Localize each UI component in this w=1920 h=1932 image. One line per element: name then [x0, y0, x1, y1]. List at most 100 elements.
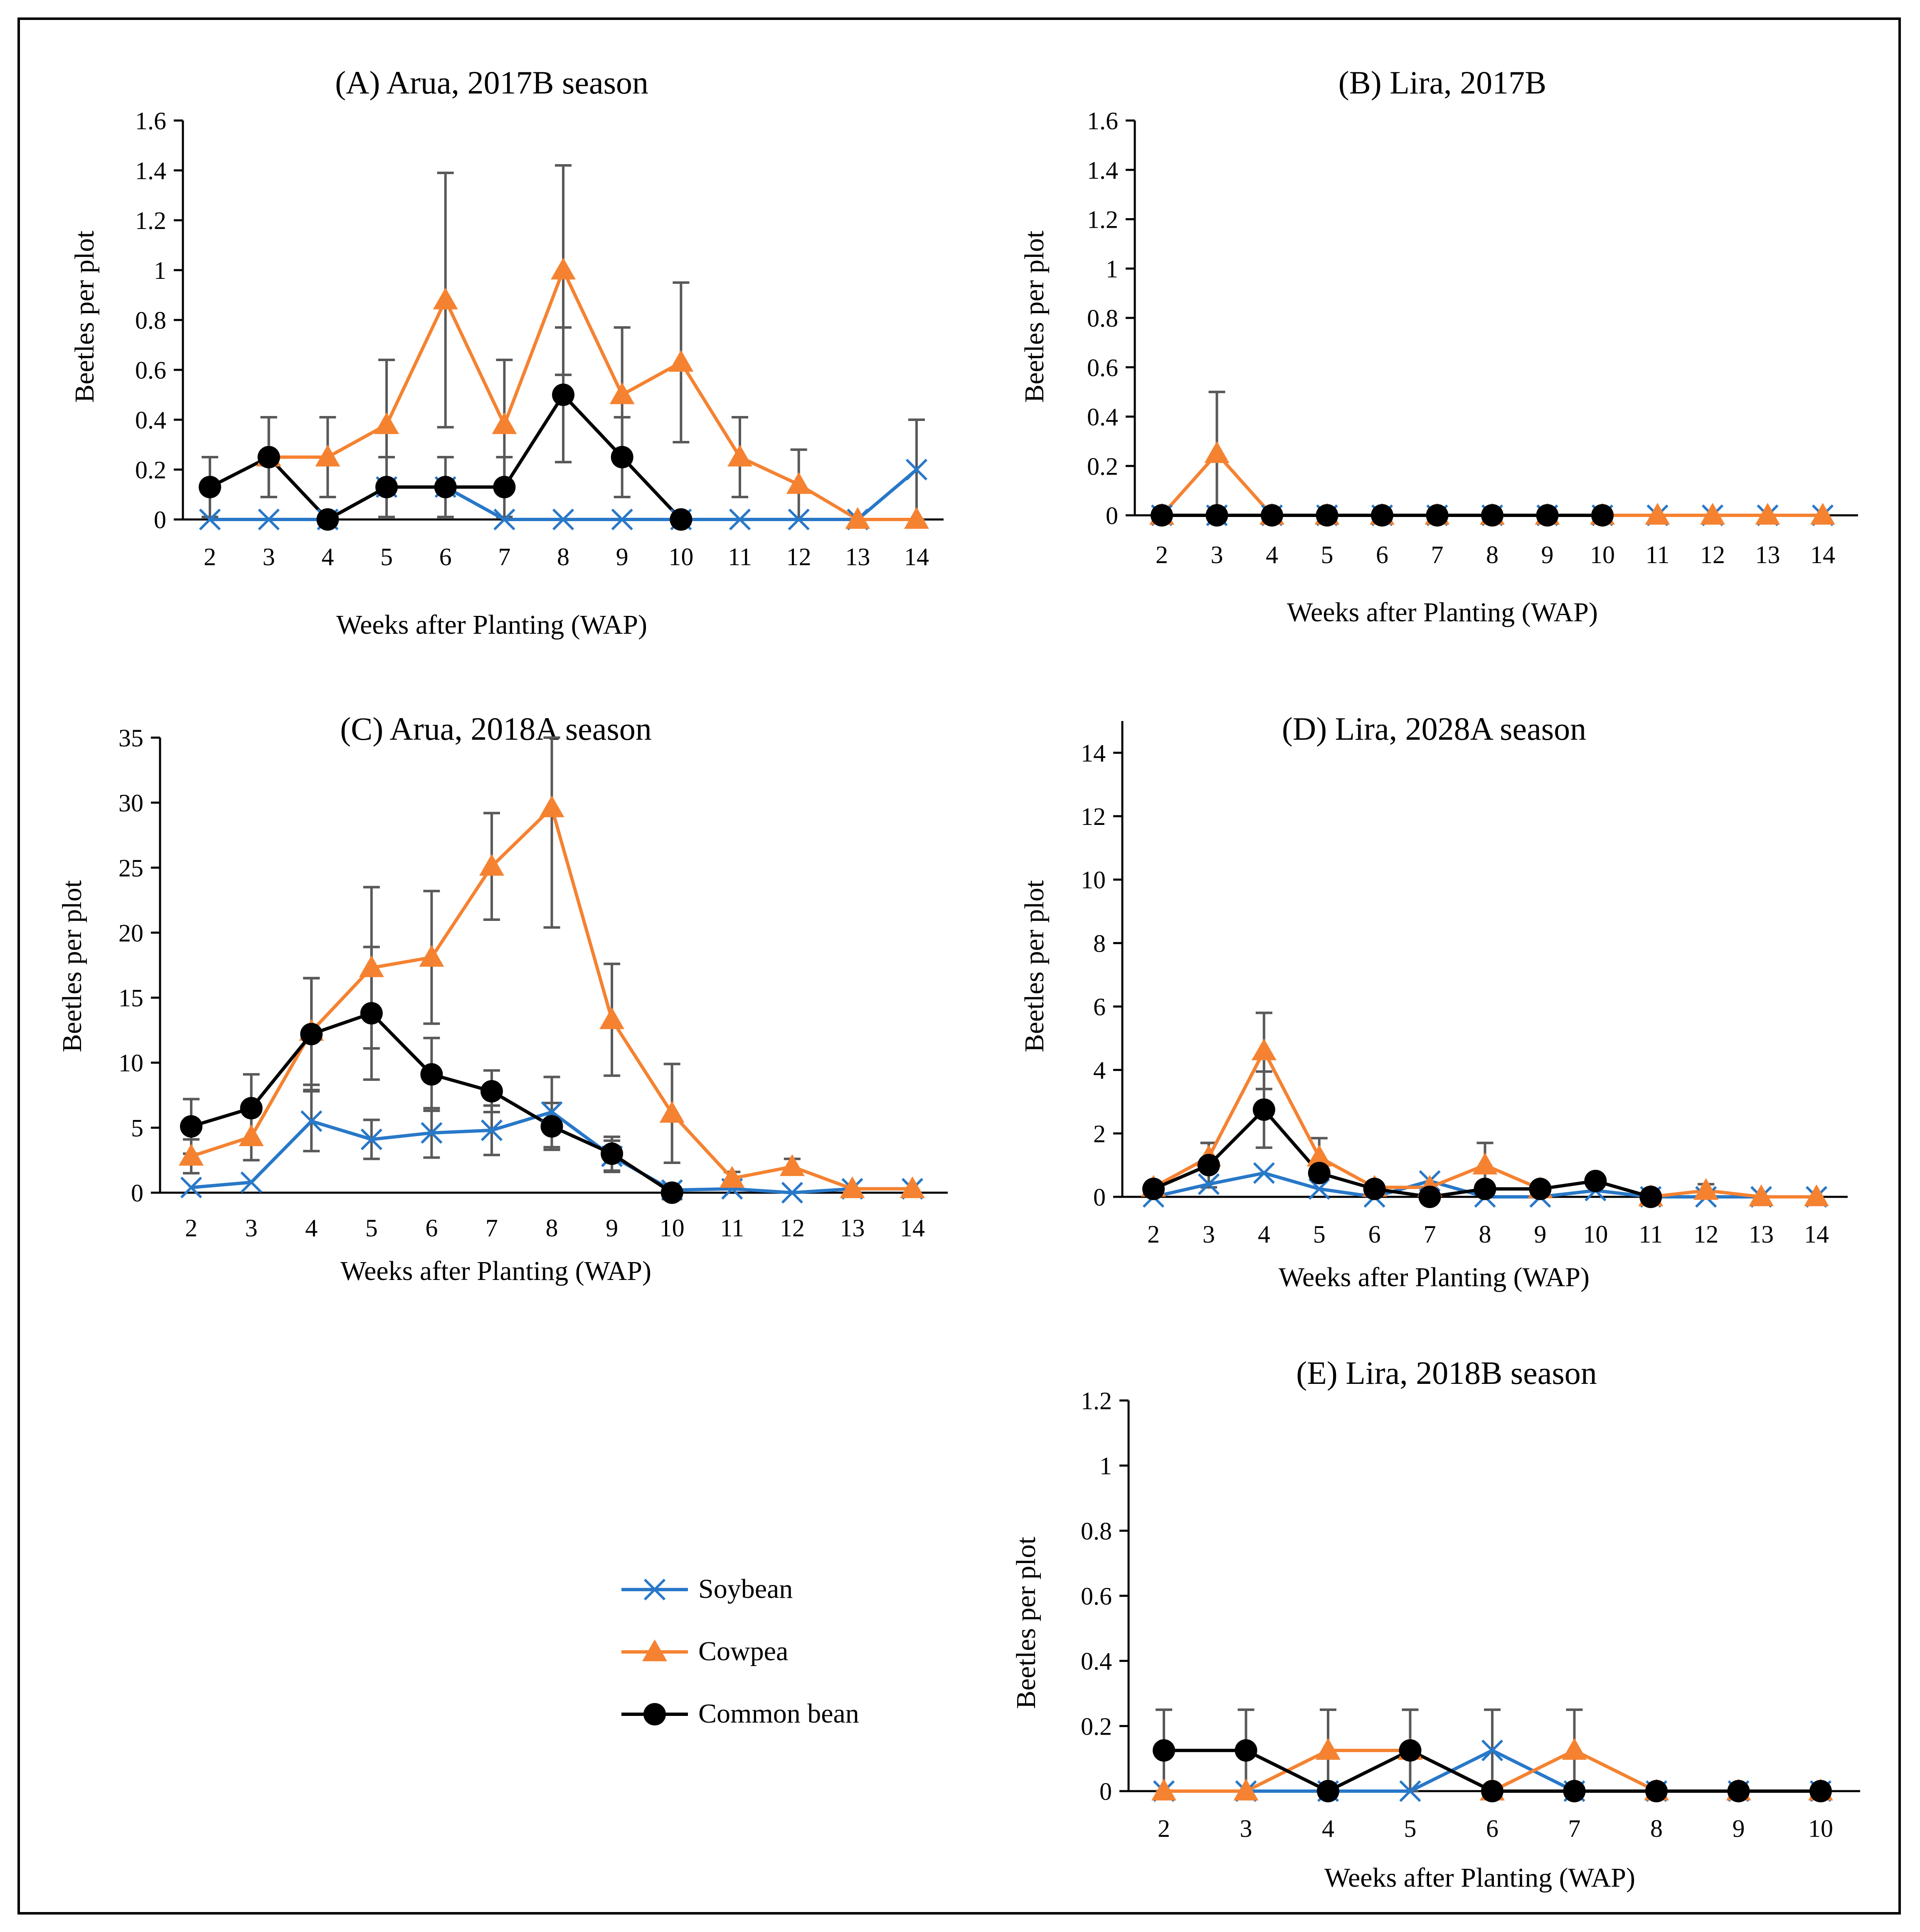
panel-e-ytick-label: 0: [1099, 1778, 1112, 1805]
panel-a-cowpea-point: [492, 412, 517, 434]
panel-d-xtick-label: 8: [1479, 1221, 1491, 1248]
panel-c-soybean-point: [360, 1128, 382, 1150]
panel-b-xtick-label: 9: [1541, 541, 1554, 569]
panel-c-ytick-label: 10: [118, 1049, 143, 1077]
panel-d-cowpea-point: [1306, 1144, 1332, 1167]
legend-label-common-bean: Common bean: [698, 1698, 859, 1729]
panel-a-ytick-label: 0.8: [135, 307, 166, 334]
panel-a-xtick-label: 8: [557, 543, 569, 571]
panel-d-ytick-label: 8: [1093, 930, 1106, 957]
panel-c-ytick-label: 5: [131, 1115, 143, 1142]
panel-d-ytick-label: 10: [1081, 866, 1106, 894]
panel-d-common_bean-point: [1363, 1177, 1386, 1200]
panel-e-ytick-label: 0.2: [1081, 1713, 1112, 1740]
panel-d-soybean-point: [1253, 1162, 1275, 1184]
panel-a-ytick-label: 1: [154, 257, 166, 284]
panel-b-xtick-label: 3: [1211, 541, 1223, 569]
panel-c-cowpea-error-bar: [543, 736, 560, 929]
panel-b-ylabel: Beetles per plot: [1019, 231, 1050, 403]
panel-a-title: (A) Arua, 2017B season: [335, 64, 648, 101]
panel-c-common_bean-point: [601, 1142, 624, 1165]
panel-e-common_bean-point: [1809, 1780, 1832, 1802]
panel-d-ytick-label: 2: [1093, 1120, 1106, 1147]
panel-a-soybean-point: [729, 508, 751, 531]
panel-b-title: (B) Lira, 2017B: [1338, 64, 1546, 101]
panel-e-common_bean-point: [1645, 1780, 1668, 1802]
triangle-icon: [642, 1639, 667, 1661]
panel-c-cowpea-point: [840, 1176, 865, 1199]
panel-c-cowpea-point: [539, 795, 564, 817]
panel-d-xtick-label: 2: [1147, 1221, 1160, 1248]
panel-b-xtick-label: 14: [1810, 541, 1835, 569]
panel-c-cowpea-point: [720, 1166, 745, 1188]
panel-b-xlabel: Weeks after Planting (WAP): [1287, 597, 1598, 628]
panel-d-common_bean-point: [1197, 1154, 1220, 1176]
panel-e-common_bean-point: [1481, 1780, 1503, 1802]
panel-a-ytick-label: 0.4: [135, 406, 166, 434]
panel-c-common_bean-point: [540, 1115, 563, 1138]
panel-d-common_bean-point: [1584, 1169, 1607, 1192]
panel-c-title: (C) Arua, 2018A season: [340, 711, 652, 747]
panel-a-ytick-label: 0.6: [135, 357, 166, 384]
panel-b-common_bean-point: [1536, 504, 1559, 527]
panel-d-xtick-label: 10: [1583, 1221, 1608, 1248]
panel-a: (A) Arua, 2017B season Weeks after Plant…: [69, 64, 944, 640]
panel-b-xtick-label: 11: [1646, 541, 1670, 569]
panel-a-xtick-label: 6: [439, 543, 452, 571]
panel-b-xtick-label: 13: [1755, 541, 1780, 569]
panel-d-cowpea-point: [1804, 1184, 1829, 1206]
panel-b-common_bean-point: [1591, 504, 1614, 527]
panel-b-ytick-label: 0: [1106, 502, 1118, 529]
panel-d-xtick-label: 12: [1693, 1221, 1718, 1248]
panel-d-xtick-label: 6: [1368, 1221, 1381, 1248]
panel-c-ytick-label: 25: [118, 854, 143, 882]
panel-a-soybean-point: [552, 508, 574, 531]
panel-b-xtick-label: 4: [1266, 541, 1278, 569]
panel-a-xtick-label: 14: [904, 543, 929, 571]
panel-e-xtick-label: 8: [1650, 1815, 1663, 1842]
panel-d-common_bean-point: [1418, 1186, 1441, 1208]
panel-d-common_bean-point: [1474, 1177, 1496, 1200]
panel-c-cowpea-point: [179, 1144, 204, 1166]
panel-c-ytick-label: 0: [131, 1179, 143, 1207]
panel-e-common_bean-point: [1727, 1780, 1750, 1802]
panel-d-common_bean-point: [1142, 1177, 1165, 1200]
panel-c-xtick-label: 6: [425, 1214, 438, 1242]
panel-d-xtick-label: 13: [1749, 1221, 1774, 1248]
panel-c-xtick-label: 12: [780, 1214, 805, 1242]
panel-d-soybean-point: [1198, 1173, 1220, 1195]
panel-e-xtick-label: 9: [1733, 1815, 1745, 1842]
panel-b-ytick-label: 0.6: [1087, 354, 1118, 381]
panel-c-xtick-label: 14: [900, 1214, 925, 1242]
panel-a-common_bean-point: [552, 384, 574, 406]
panel-a-common_bean-point: [316, 508, 339, 531]
panel-c-xtick-label: 13: [840, 1214, 865, 1242]
panel-d-ytick-label: 12: [1081, 803, 1106, 830]
panel-a-soybean-point: [788, 508, 810, 531]
panel-a-common_bean-point: [199, 476, 221, 498]
panel-d-cowpea-point: [1749, 1184, 1774, 1206]
panel-e-soybean-point: [1399, 1780, 1421, 1802]
panel-a-soybean-line: [210, 468, 918, 521]
panel-c-common_bean-point: [661, 1181, 683, 1204]
panel-c-soybean-point: [781, 1181, 803, 1204]
panel-a-xtick-label: 5: [380, 543, 393, 571]
panel-e-ytick-label: 1: [1099, 1452, 1112, 1480]
panel-c-ylabel: Beetles per plot: [57, 880, 87, 1052]
panel-c-xtick-label: 5: [365, 1214, 378, 1242]
panel-c-xtick-label: 11: [720, 1214, 744, 1242]
panel-a-common_bean-point: [670, 508, 693, 531]
panel-a-soybean-point: [199, 508, 221, 531]
panel-e-cowpea-point: [1233, 1779, 1259, 1801]
panel-d-ytick-label: 6: [1093, 993, 1106, 1021]
panel-b-common_bean-point: [1316, 504, 1338, 527]
panel-c-soybean-point: [240, 1171, 262, 1194]
panel-d-common_bean-point: [1252, 1098, 1275, 1121]
panel-c-common_bean-point: [360, 1002, 383, 1025]
panel-c-xtick-label: 10: [660, 1214, 685, 1242]
panel-b-common_bean-point: [1371, 504, 1393, 527]
panel-d-xtick-label: 11: [1639, 1221, 1663, 1248]
panel-e-xlabel: Weeks after Planting (WAP): [1324, 1863, 1635, 1893]
panel-e-xtick-label: 7: [1568, 1815, 1581, 1842]
